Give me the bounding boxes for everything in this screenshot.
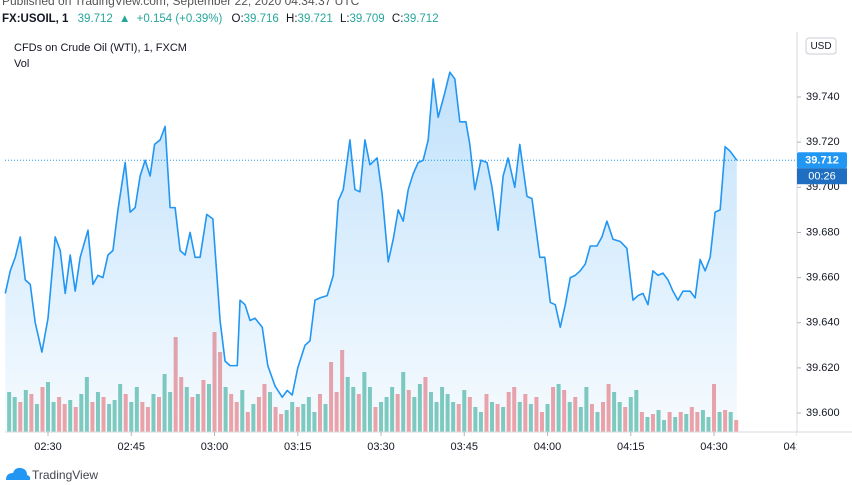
price-axis: 39.60039.62039.64039.66039.68039.70039.7… (797, 91, 840, 419)
x-tick-label: 04:30 (700, 441, 728, 453)
price-line (4, 71, 738, 399)
y-tick-label: 39.620 (806, 362, 840, 374)
x-tick-label: 03:15 (284, 441, 312, 453)
currency-button[interactable] (805, 37, 837, 55)
currency[interactable]: USD (810, 41, 831, 52)
countdown-badge (797, 168, 847, 185)
countdown: 00:26 (808, 171, 836, 183)
brand-logo: TradingView (6, 467, 98, 482)
change-arrow: ▲ (119, 13, 130, 25)
x-tick-label: 04:00 (534, 441, 562, 453)
x-tick-label: 04:45 (784, 441, 812, 453)
ohlc-value: 39.712 (403, 13, 438, 25)
legend-main: CFDs on Crude Oil (WTI), 1, FXCM (14, 42, 187, 54)
plot-layer (4, 71, 797, 432)
x-tick-label: 02:45 (117, 441, 145, 453)
last-price-label: 39.712 (805, 155, 839, 167)
last-price-badges: 39.712 00:26 (797, 152, 847, 185)
x-tick-label: 03:45 (451, 441, 479, 453)
change: +0.154 (+0.39%) (137, 13, 223, 25)
ohlc-value: 39.721 (298, 13, 333, 25)
brand: TradingView (32, 468, 98, 482)
x-tick-label: 04:15 (617, 441, 645, 453)
last-value: 39.712 (78, 13, 113, 25)
y-tick-label: 39.660 (806, 272, 840, 284)
ohlc-key: L: (340, 13, 350, 25)
y-tick-label: 39.680 (806, 226, 840, 238)
ohlc-value: 39.716 (244, 13, 279, 25)
y-tick-label: 39.640 (806, 317, 840, 329)
ohlc-key: H: (286, 13, 298, 25)
area-fill (5, 72, 737, 432)
last-price-badge (797, 152, 847, 169)
y-tick-label: 39.600 (806, 407, 840, 419)
time-axis: 02:30 02:45 03:00 03:15 03:30 03:45 04:00 04:15… (34, 432, 812, 453)
x-tick-label: 03:00 (201, 441, 229, 453)
symbol: FX:USOIL, 1 (2, 13, 69, 25)
y-tick-label: 39.720 (806, 136, 840, 148)
x-tick-label: 03:30 (367, 441, 395, 453)
legend-volume: Vol (14, 58, 29, 70)
logo-icon (6, 467, 31, 480)
ohlc-key: C: (392, 13, 404, 25)
ohlc-value: 39.709 (350, 13, 385, 25)
y-tick-label: 39.740 (806, 91, 840, 103)
x-tick-label: 02:30 (34, 441, 62, 453)
symbol-line: FX:USOIL, 1 39.712 ▲ +0.154 (+0.39%) O:3… (2, 13, 439, 25)
published-note: Published on TradingView.com, September … (2, 0, 360, 8)
ohlc-key: O: (232, 13, 244, 25)
